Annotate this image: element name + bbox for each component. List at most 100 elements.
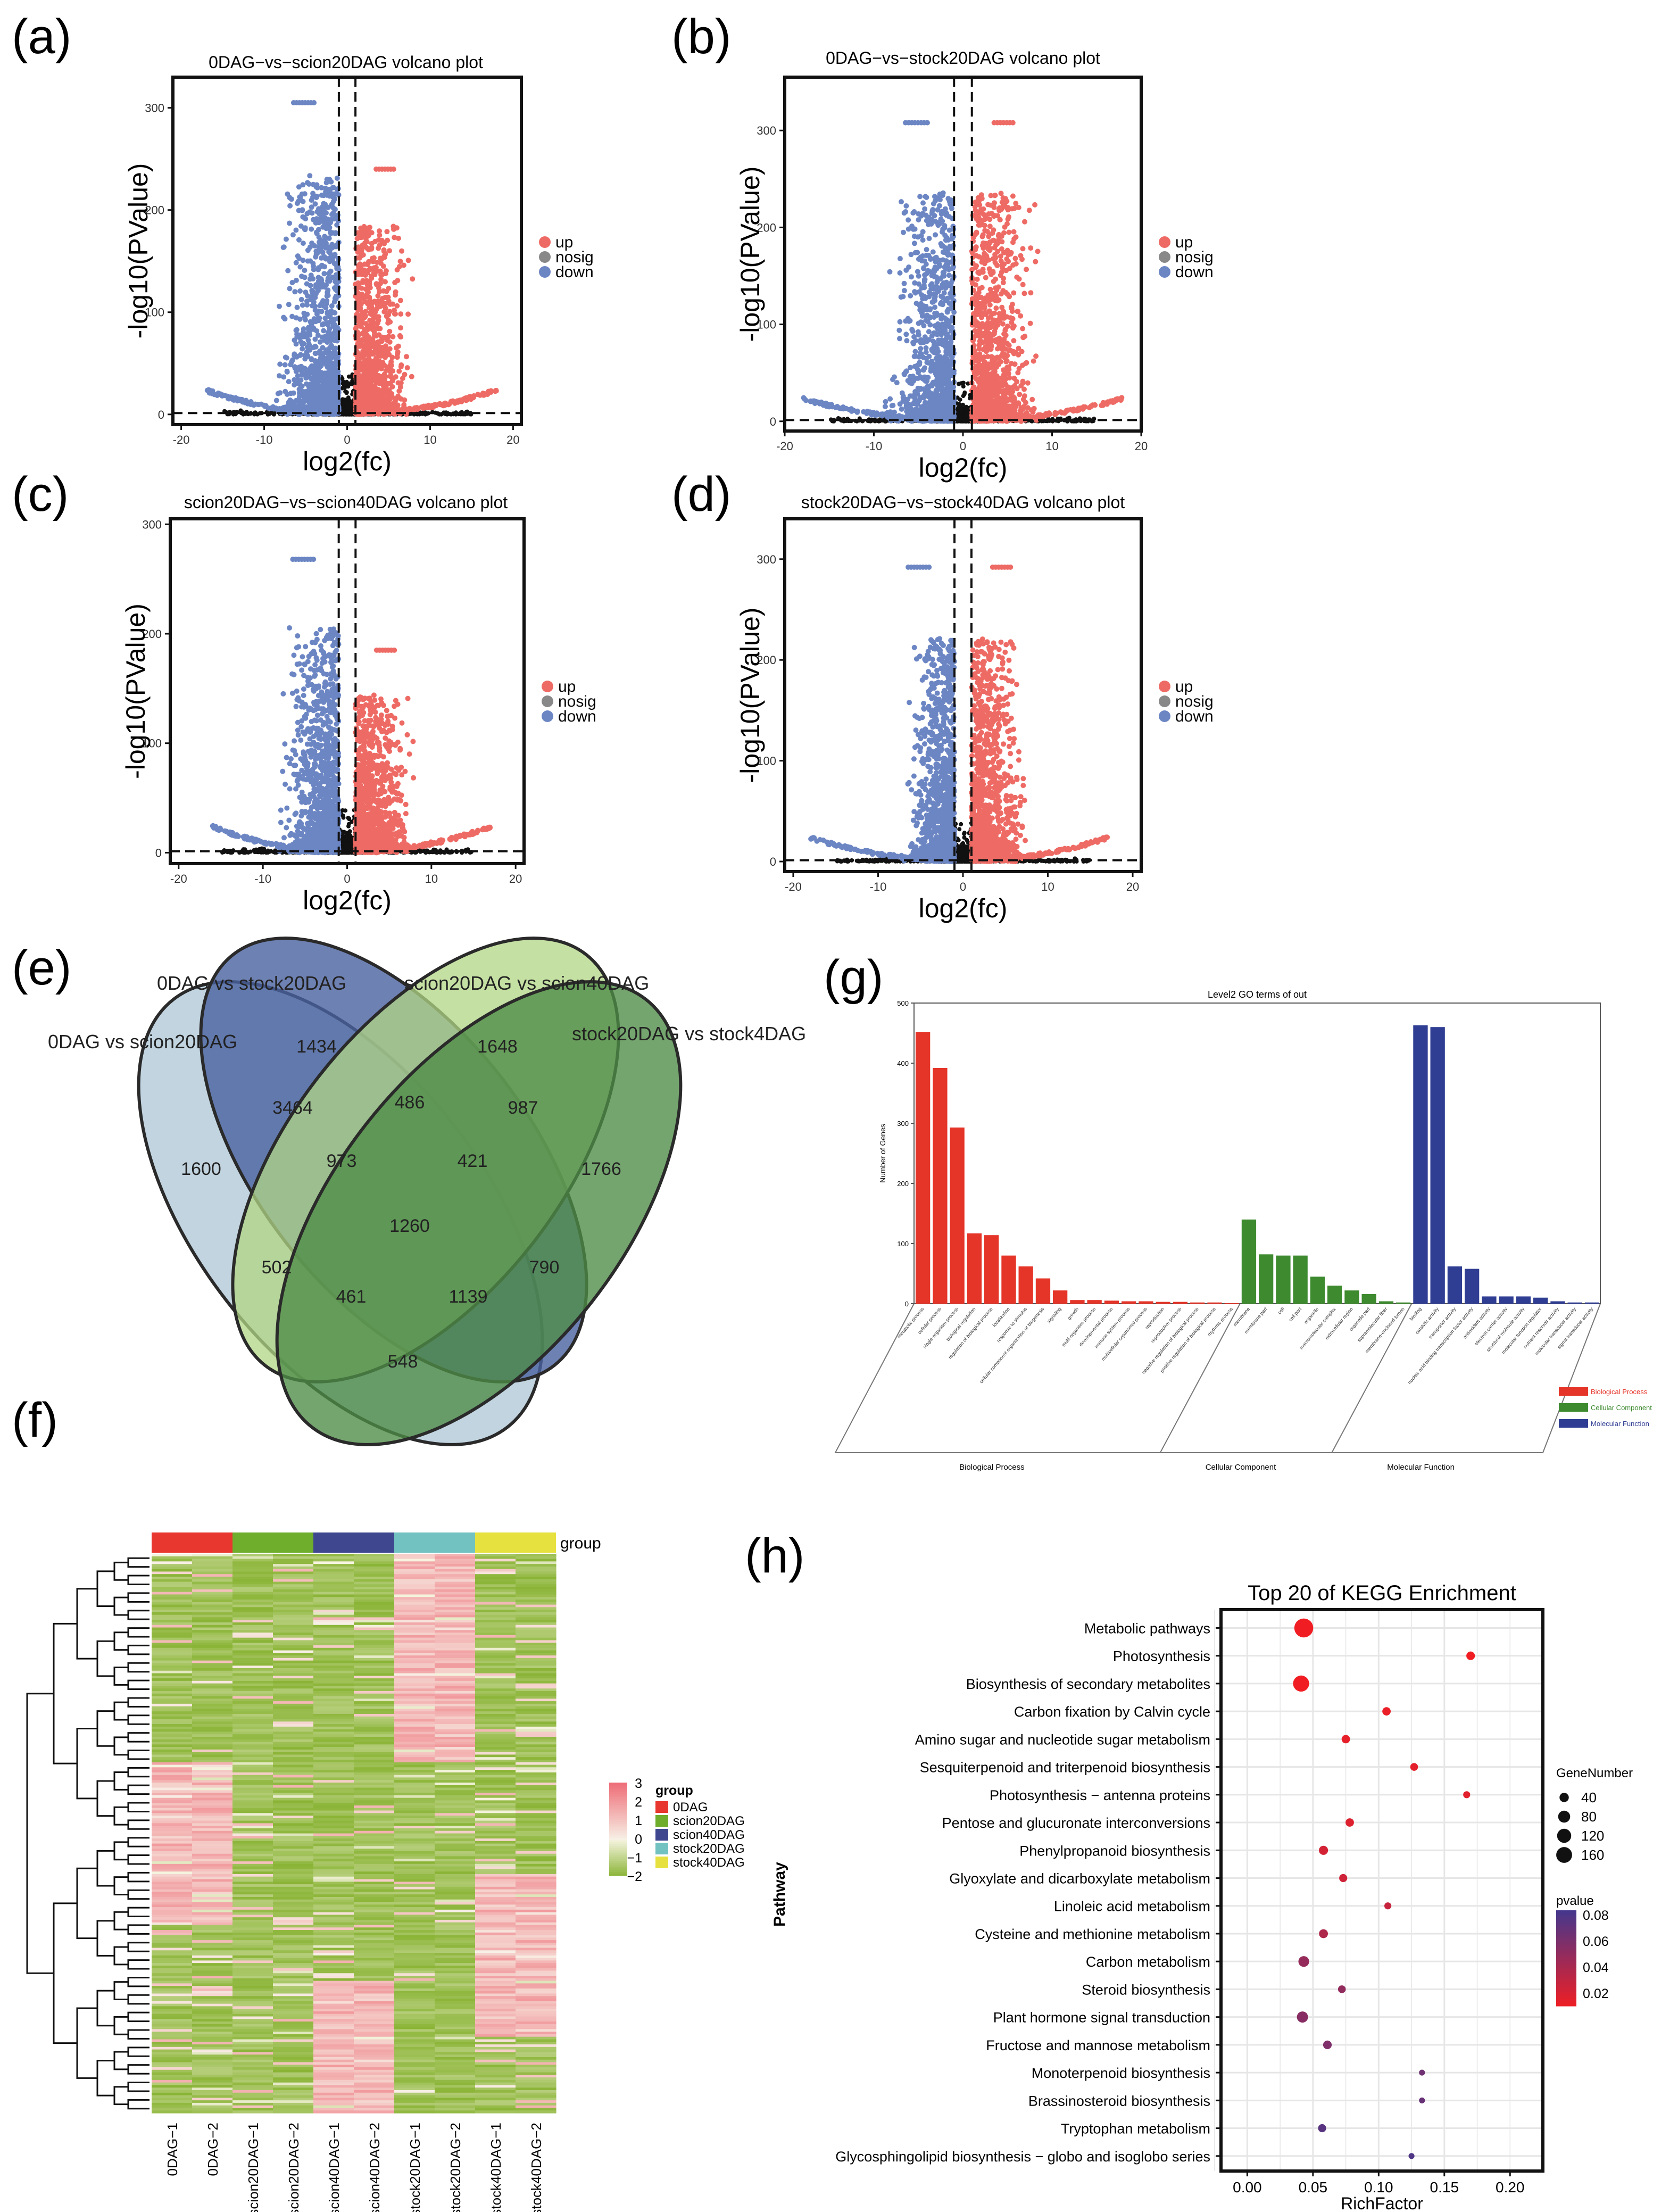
data-point (312, 336, 318, 342)
data-point (294, 353, 300, 359)
data-point (386, 352, 392, 358)
data-point (364, 226, 370, 231)
data-point (286, 302, 292, 308)
data-point (376, 285, 381, 291)
data-point (394, 225, 400, 231)
data-point (358, 305, 363, 311)
data-point (364, 335, 370, 341)
x-tick-label: -10 (256, 433, 273, 446)
plot-title: 0DAG−vs−stock20DAG volcano plot (826, 48, 1100, 68)
data-point (390, 334, 396, 339)
data-point (375, 293, 381, 299)
data-point (360, 331, 366, 336)
data-point (367, 324, 373, 329)
data-point (346, 381, 351, 386)
data-point (839, 418, 844, 423)
data-point (373, 367, 379, 373)
data-point (359, 285, 364, 291)
data-point (300, 302, 305, 308)
data-point (361, 310, 367, 316)
data-point (309, 204, 314, 210)
plot-title: 0DAG−vs−scion20DAG volcano plot (209, 53, 483, 72)
data-point (343, 397, 347, 402)
data-point (283, 236, 289, 242)
data-point (285, 268, 291, 274)
data-point (387, 301, 393, 307)
data-point (395, 343, 401, 349)
data-point (307, 244, 313, 250)
data-point (375, 345, 380, 351)
data-point (398, 325, 403, 331)
data-point (274, 407, 280, 412)
data-point (279, 405, 285, 411)
data-point (368, 364, 373, 370)
data-point (365, 289, 371, 295)
data-point (404, 365, 410, 371)
data-point (393, 289, 398, 295)
data-point (323, 241, 329, 246)
data-point (330, 185, 336, 190)
data-point (402, 371, 408, 377)
data-point (355, 235, 361, 241)
data-point (365, 233, 371, 238)
data-point (357, 263, 363, 269)
data-point (294, 304, 300, 310)
data-point (333, 355, 338, 361)
panel-label-d: (d) (671, 467, 731, 521)
data-point (366, 396, 371, 402)
data-point (327, 259, 333, 264)
data-point (283, 354, 288, 360)
data-point (405, 311, 411, 317)
data-point (290, 232, 296, 238)
data-point (313, 220, 319, 226)
data-point (359, 383, 365, 389)
data-point (439, 402, 445, 408)
data-point (282, 362, 288, 368)
data-point (301, 341, 306, 346)
data-point (263, 403, 269, 409)
data-point (327, 225, 333, 230)
data-point (290, 401, 296, 407)
data-point (372, 401, 378, 407)
data-point (297, 383, 303, 388)
data-point (307, 173, 313, 179)
data-point (327, 229, 333, 235)
data-point (364, 261, 370, 267)
data-point (386, 397, 392, 403)
data-point (306, 388, 312, 394)
data-point (321, 216, 326, 222)
data-point (380, 394, 386, 400)
data-point (302, 191, 308, 197)
data-point (312, 366, 318, 371)
data-point (311, 326, 316, 332)
data-point (218, 391, 223, 397)
data-point (302, 268, 308, 274)
data-point (415, 407, 421, 412)
data-point (320, 204, 326, 210)
data-point (327, 345, 333, 351)
data-point (364, 239, 370, 245)
data-point (315, 333, 321, 338)
data-point (374, 378, 380, 384)
data-point (493, 388, 499, 394)
data-point (251, 402, 256, 408)
x-tick-label: 0 (344, 433, 350, 446)
data-point (360, 278, 366, 284)
data-point (296, 399, 302, 405)
data-point (334, 280, 339, 286)
data-point (397, 333, 403, 338)
data-point (341, 403, 346, 408)
data-point (333, 230, 338, 236)
data-point (317, 339, 323, 345)
data-point (308, 276, 314, 281)
volcano-plot-b: 0DAG−vs−stock20DAG volcano plot-20 -10 0 10… (735, 48, 1214, 483)
data-point (297, 194, 303, 200)
data-point (387, 374, 393, 379)
data-point (324, 204, 330, 210)
data-point (398, 311, 404, 317)
data-point (257, 411, 262, 416)
data-point (331, 191, 337, 197)
data-point (369, 306, 375, 312)
data-point (298, 377, 304, 383)
